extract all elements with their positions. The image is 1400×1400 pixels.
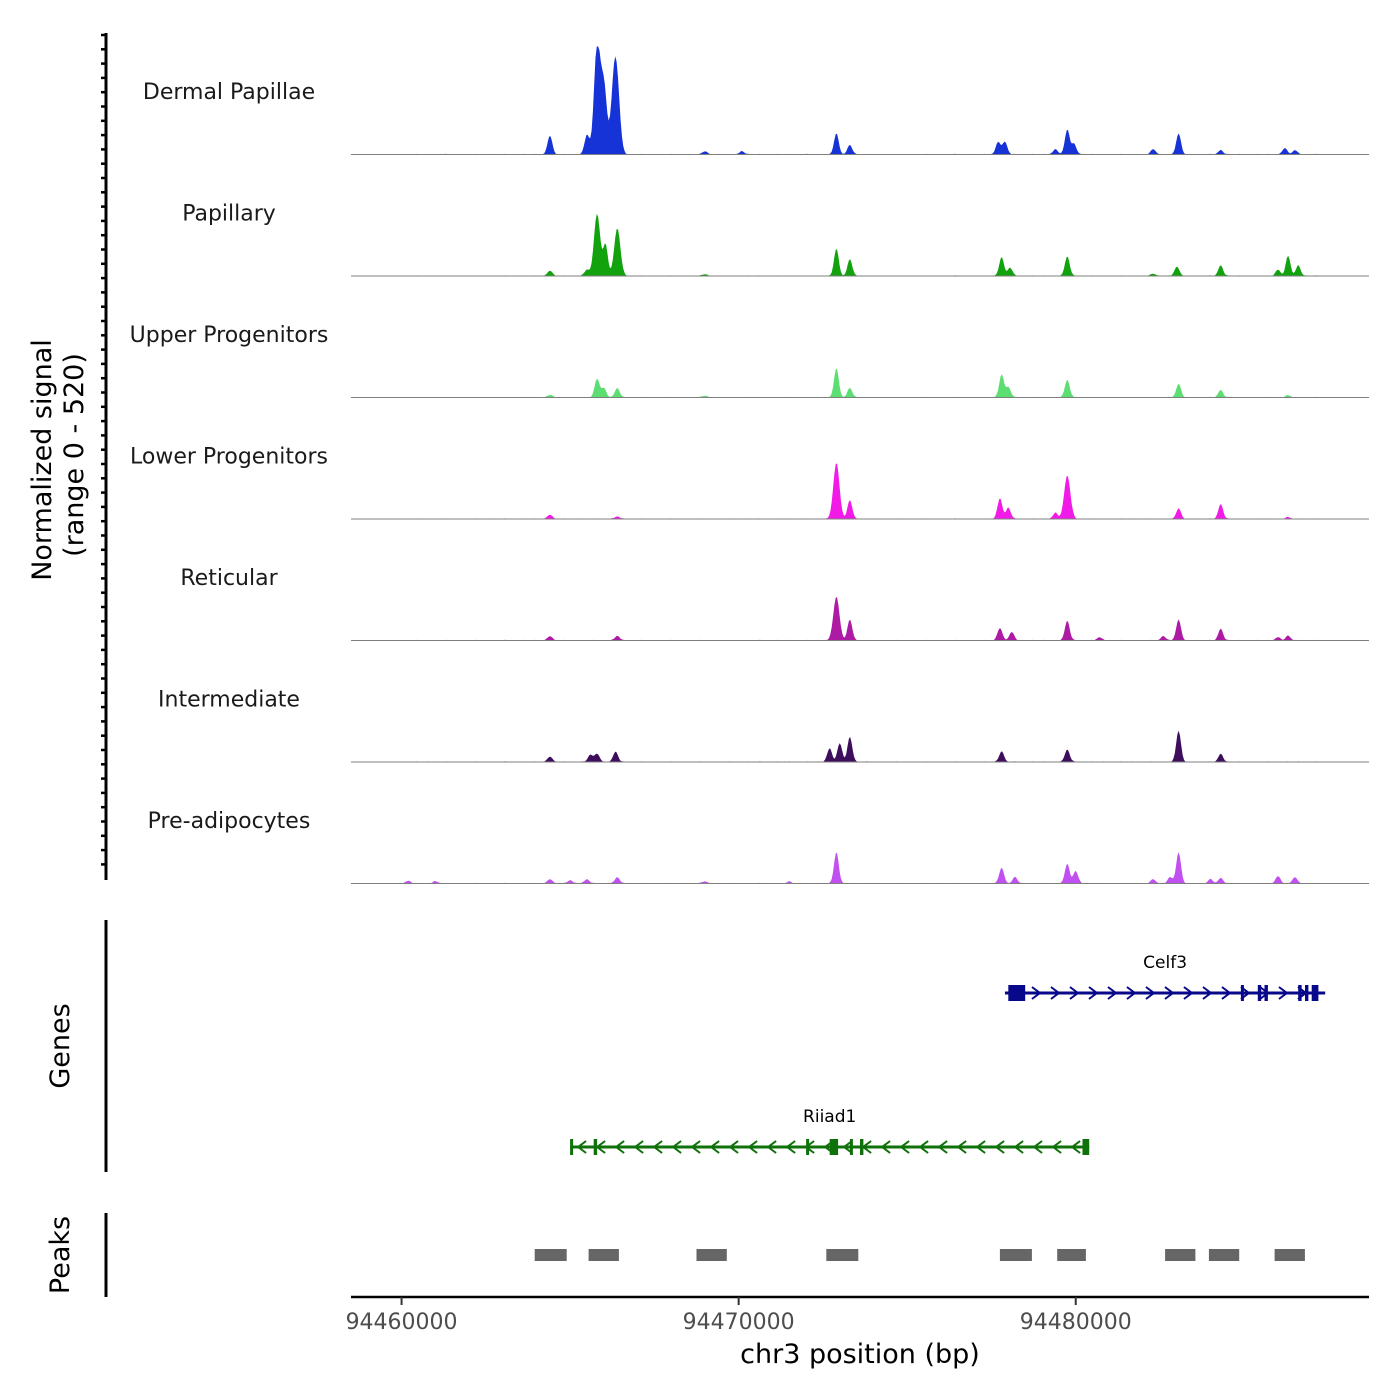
- peaks-track: [534, 1249, 1305, 1261]
- strand-chevron-riiad1: [994, 1140, 1005, 1154]
- peak-region: [696, 1249, 727, 1261]
- signal-area-upper-progenitors: [401, 368, 1326, 398]
- exon-riiad1: [593, 1139, 598, 1155]
- strand-chevron-celf3: [1107, 986, 1118, 1000]
- signal-area-reticular: [401, 597, 1326, 641]
- exon-riiad1: [829, 1139, 839, 1155]
- peaks-panel-title: Peaks: [45, 1216, 76, 1294]
- x-tick-label: 94480000: [1020, 1310, 1132, 1335]
- track-label-pre-adipocytes: Pre-adipocytes: [148, 809, 311, 834]
- signal-area-pre-adipocytes: [401, 852, 1326, 884]
- strand-chevron-riiad1: [842, 1140, 853, 1154]
- peak-region: [534, 1249, 567, 1261]
- peak-region: [826, 1249, 859, 1261]
- signal-area-lower-progenitors: [401, 463, 1326, 519]
- y-axis-title-line2: (range 0 - 520): [59, 353, 90, 557]
- signal-area-dermal-papillae: [401, 46, 1326, 155]
- strand-chevron-riiad1: [1070, 1140, 1081, 1154]
- strand-chevron-riiad1: [576, 1140, 587, 1154]
- strand-chevron-riiad1: [633, 1140, 644, 1154]
- strand-chevron-riiad1: [1013, 1140, 1024, 1154]
- strand-chevron-riiad1: [652, 1140, 663, 1154]
- peak-region: [588, 1249, 619, 1261]
- strand-chevron-celf3: [1031, 986, 1042, 1000]
- track-label-reticular: Reticular: [180, 566, 278, 591]
- exon-celf3: [1311, 985, 1319, 1001]
- strand-chevron-celf3: [1259, 986, 1270, 1000]
- exon-celf3: [1298, 985, 1302, 1001]
- strand-chevron-riiad1: [728, 1140, 739, 1154]
- strand-chevron-riiad1: [1032, 1140, 1043, 1154]
- exon-celf3: [1264, 985, 1268, 1001]
- x-axis-ticks: 94460000 94470000 94480000: [346, 1297, 1132, 1335]
- strand-chevron-riiad1: [690, 1140, 701, 1154]
- exon-celf3: [1240, 985, 1244, 1001]
- track-label-lower-progenitors: Lower Progenitors: [130, 445, 328, 470]
- strand-chevron-riiad1: [1051, 1140, 1062, 1154]
- signal-area-papillary: [401, 213, 1326, 276]
- peak-region: [1057, 1249, 1086, 1261]
- strand-chevron-riiad1: [785, 1140, 796, 1154]
- exon-riiad1: [1082, 1139, 1090, 1155]
- strand-chevron-riiad1: [595, 1140, 606, 1154]
- y-axis-title-line1: Normalized signal: [27, 339, 58, 581]
- strand-chevron-celf3: [1126, 986, 1137, 1000]
- track-label-papillary: Papillary: [182, 202, 276, 227]
- exon-celf3: [1008, 985, 1026, 1001]
- gene-label-celf3: Celf3: [1143, 953, 1187, 973]
- track-label-upper-progenitors: Upper Progenitors: [130, 323, 329, 348]
- strand-chevron-celf3: [1145, 986, 1156, 1000]
- strand-chevron-riiad1: [880, 1140, 891, 1154]
- exon-celf3: [1257, 985, 1262, 1001]
- strand-chevron-riiad1: [937, 1140, 948, 1154]
- strand-chevron-celf3: [1183, 986, 1194, 1000]
- coverage-y-axis: [101, 33, 108, 880]
- signal-area-intermediate: [401, 730, 1326, 762]
- exon-riiad1: [860, 1139, 864, 1155]
- strand-chevron-riiad1: [899, 1140, 910, 1154]
- strand-chevron-riiad1: [671, 1140, 682, 1154]
- x-tick-label: 94470000: [683, 1310, 795, 1335]
- track-labels: Dermal Papillae Papillary Upper Progenitor…: [130, 80, 329, 834]
- strand-chevron-celf3: [1202, 986, 1213, 1000]
- strand-chevron-celf3: [1050, 986, 1061, 1000]
- genes-track: Celf3 Riiad1: [570, 953, 1326, 1155]
- strand-chevron-riiad1: [747, 1140, 758, 1154]
- track-label-intermediate: Intermediate: [158, 688, 300, 713]
- x-axis-title: chr3 position (bp): [740, 1339, 980, 1370]
- exon-riiad1: [849, 1139, 853, 1155]
- peak-region: [1165, 1249, 1196, 1261]
- strand-chevron-celf3: [1164, 986, 1175, 1000]
- strand-chevron-celf3: [1088, 986, 1099, 1000]
- strand-chevron-riiad1: [975, 1140, 986, 1154]
- strand-chevron-celf3: [1221, 986, 1232, 1000]
- genes-panel-title: Genes: [45, 1003, 76, 1088]
- peak-region: [1274, 1249, 1305, 1261]
- strand-chevron-riiad1: [918, 1140, 929, 1154]
- exon-celf3: [1305, 985, 1309, 1001]
- gene-label-riiad1: Riiad1: [803, 1107, 856, 1127]
- peak-region: [999, 1249, 1032, 1261]
- track-label-dermal-papillae: Dermal Papillae: [143, 80, 315, 105]
- peak-region: [1208, 1249, 1240, 1261]
- exon-riiad1: [570, 1139, 574, 1155]
- strand-chevron-celf3: [1278, 986, 1289, 1000]
- coverage-tracks: [351, 46, 1369, 884]
- strand-chevron-riiad1: [956, 1140, 967, 1154]
- strand-chevron-riiad1: [709, 1140, 720, 1154]
- strand-chevron-riiad1: [766, 1140, 777, 1154]
- exon-riiad1: [806, 1139, 810, 1155]
- strand-chevron-riiad1: [614, 1140, 625, 1154]
- x-tick-label: 94460000: [346, 1310, 458, 1335]
- strand-chevron-celf3: [1069, 986, 1080, 1000]
